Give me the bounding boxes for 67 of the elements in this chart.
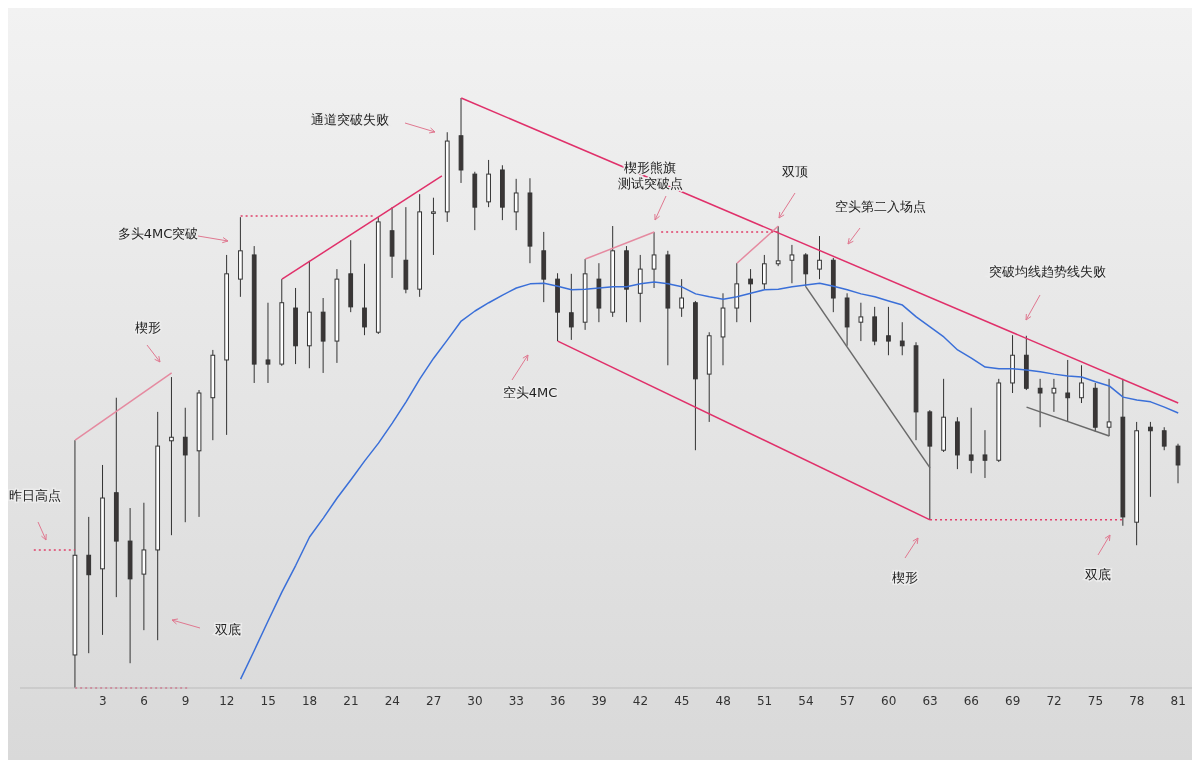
x-tick-label: 24 xyxy=(384,693,400,708)
candlestick xyxy=(775,225,781,267)
x-tick-label: 57 xyxy=(839,693,855,708)
annotation: 空头第二入场点 xyxy=(834,198,926,214)
x-tick-label: 27 xyxy=(426,693,442,708)
candlestick xyxy=(1079,364,1084,404)
x-tick-label: 75 xyxy=(1087,693,1104,708)
candlestick xyxy=(679,278,684,318)
candlestick xyxy=(968,407,974,474)
x-tick-label: 12 xyxy=(219,693,235,708)
x-tick-label: 66 xyxy=(963,693,980,708)
candlestick xyxy=(858,302,864,342)
candlestick xyxy=(886,306,891,356)
candlestick xyxy=(1106,378,1112,437)
candlestick xyxy=(182,407,188,523)
annotation: 多头4MC突破 xyxy=(117,225,199,241)
x-tick-label: 21 xyxy=(343,693,359,708)
x-tick-label: 6 xyxy=(140,693,148,708)
candlestick xyxy=(265,302,271,384)
annotation: 双顶 xyxy=(782,163,808,179)
candlestick xyxy=(762,254,767,291)
x-tick-label: 30 xyxy=(467,693,483,708)
x-tick-label: 78 xyxy=(1129,693,1145,708)
x-tick-label: 51 xyxy=(756,693,773,708)
candlestick xyxy=(651,231,657,289)
x-tick-label: 72 xyxy=(1046,693,1062,708)
annotation: 楔形 xyxy=(135,319,161,335)
x-tick-label: 18 xyxy=(301,693,318,708)
candlestick xyxy=(431,197,436,256)
candlestick xyxy=(1065,359,1071,423)
annotation: 双底 xyxy=(215,621,241,637)
x-tick-label: 9 xyxy=(181,693,190,708)
candlestick xyxy=(899,321,905,356)
x-tick-label: 63 xyxy=(922,693,938,708)
x-tick-label: 69 xyxy=(1005,693,1021,708)
x-tick-label: 48 xyxy=(715,693,731,708)
candlestick xyxy=(362,263,367,336)
candlestick xyxy=(513,178,519,231)
candlestick xyxy=(86,516,92,654)
candlestick xyxy=(1148,421,1153,498)
x-tick-label: 42 xyxy=(632,693,649,708)
x-tick-label: 3 xyxy=(98,693,107,708)
candlestick xyxy=(982,429,988,479)
x-tick-label: 36 xyxy=(550,693,566,708)
x-tick-label: 81 xyxy=(1170,693,1186,708)
x-tick-label: 15 xyxy=(260,693,276,708)
annotation: 空头4MC xyxy=(502,384,558,400)
x-tick-label: 54 xyxy=(798,693,814,708)
candlestick xyxy=(1051,378,1057,413)
x-tick-label: 39 xyxy=(591,693,607,708)
candlestick xyxy=(748,268,753,323)
candlestick xyxy=(1175,443,1181,484)
candlestick xyxy=(568,273,574,341)
x-tick-label: 45 xyxy=(674,693,690,708)
candlestick xyxy=(169,376,174,536)
annotation: 通道突破失败 xyxy=(311,111,389,127)
annotation: 昨日高点 xyxy=(9,487,61,503)
candlestick xyxy=(817,235,822,280)
candlestick xyxy=(789,244,795,284)
candlestick xyxy=(1037,378,1043,428)
x-tick-label: 33 xyxy=(508,693,525,708)
annotation: 突破均线趋势线失败 xyxy=(988,263,1106,279)
annotation: 楔形 xyxy=(892,569,918,585)
annotation: 双底 xyxy=(1085,566,1111,582)
x-tick-label: 60 xyxy=(881,693,897,708)
candlestick xyxy=(1161,426,1167,451)
candlestick xyxy=(803,252,809,288)
